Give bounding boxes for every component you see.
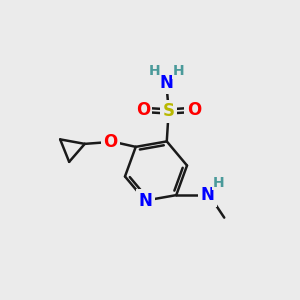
Text: N: N [138, 192, 152, 210]
Text: N: N [160, 74, 174, 92]
Text: H: H [173, 64, 184, 78]
Text: H: H [212, 176, 224, 190]
Text: N: N [201, 186, 215, 204]
Text: O: O [136, 101, 150, 119]
Text: O: O [187, 101, 201, 119]
Text: H: H [148, 64, 160, 78]
Text: O: O [103, 134, 117, 152]
Text: S: S [162, 102, 174, 120]
